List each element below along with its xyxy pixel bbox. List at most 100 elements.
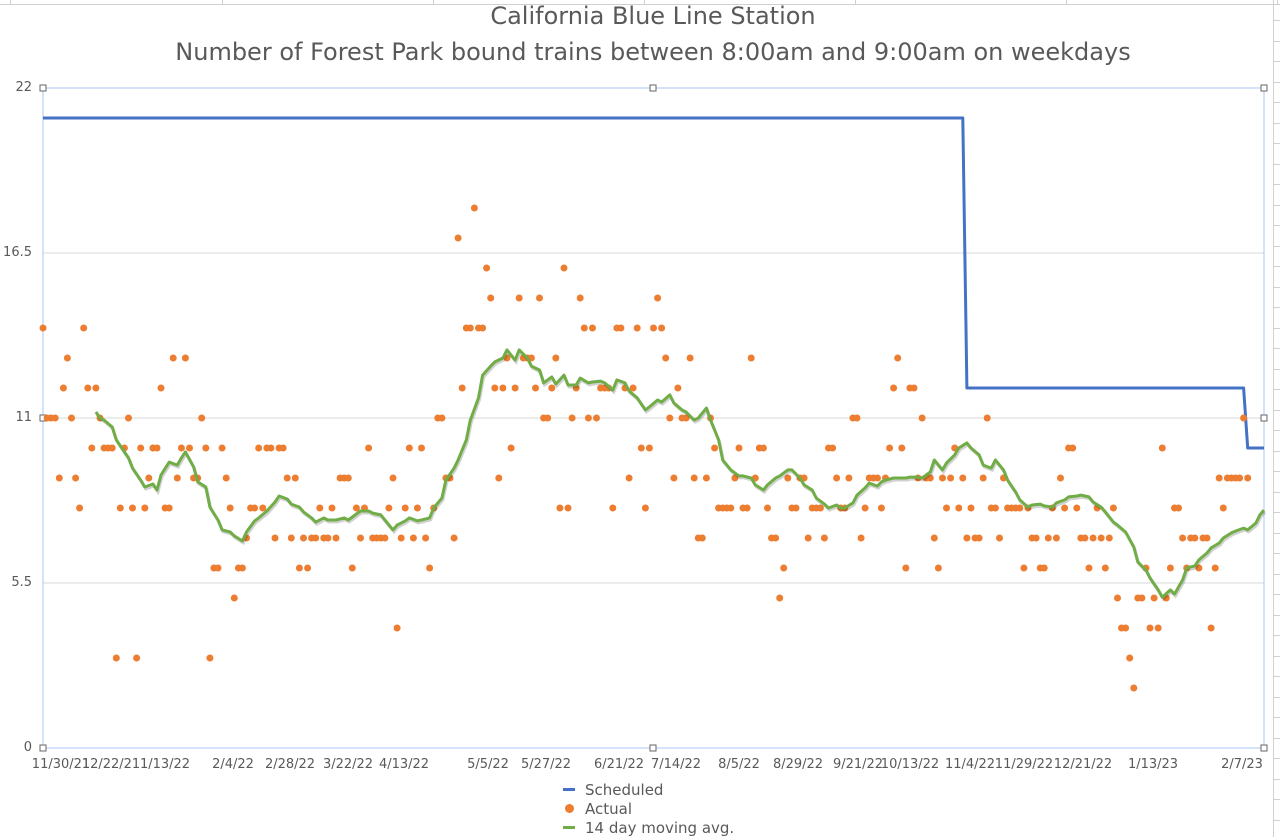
data-point[interactable] — [943, 504, 950, 512]
data-point[interactable] — [1085, 564, 1093, 572]
data-point[interactable] — [682, 414, 690, 422]
data-point[interactable] — [877, 504, 885, 512]
data-point[interactable] — [466, 324, 474, 332]
data-point[interactable] — [959, 474, 967, 482]
data-point[interactable] — [886, 444, 894, 452]
data-point[interactable] — [438, 414, 446, 422]
data-point[interactable] — [495, 474, 503, 482]
data-point[interactable] — [633, 324, 641, 332]
resize-handle[interactable] — [39, 84, 47, 92]
data-point[interactable] — [153, 444, 161, 452]
data-point[interactable] — [743, 504, 751, 512]
data-point[interactable] — [772, 534, 780, 542]
data-point[interactable] — [1166, 564, 1174, 572]
data-point[interactable] — [116, 504, 124, 512]
data-point[interactable] — [348, 564, 356, 572]
data-point[interactable] — [1207, 624, 1215, 632]
data-point[interactable] — [1146, 624, 1154, 632]
data-point[interactable] — [979, 474, 987, 482]
data-point[interactable] — [1175, 504, 1182, 512]
data-point[interactable] — [890, 384, 898, 392]
data-point[interactable] — [222, 474, 230, 482]
data-point[interactable] — [198, 414, 206, 422]
data-point[interactable] — [857, 534, 865, 542]
data-point[interactable] — [654, 294, 662, 302]
data-point[interactable] — [393, 624, 401, 632]
data-point[interactable] — [1081, 534, 1089, 542]
data-point[interactable] — [829, 444, 837, 452]
data-point[interactable] — [853, 414, 861, 422]
data-point[interactable] — [975, 534, 983, 542]
data-point[interactable] — [641, 504, 649, 512]
data-point[interactable] — [564, 504, 572, 512]
data-point[interactable] — [727, 504, 735, 512]
data-point[interactable] — [568, 414, 576, 422]
data-point[interactable] — [560, 264, 568, 272]
data-point[interactable] — [84, 384, 92, 392]
data-point[interactable] — [483, 264, 491, 272]
data-point[interactable] — [1195, 564, 1203, 572]
data-point[interactable] — [1032, 534, 1040, 542]
data-point[interactable] — [1044, 534, 1052, 542]
data-point[interactable] — [576, 294, 584, 302]
data-point[interactable] — [532, 384, 539, 392]
data-point[interactable] — [589, 324, 596, 332]
data-point[interactable] — [72, 474, 80, 482]
data-point[interactable] — [279, 444, 287, 452]
data-point[interactable] — [458, 384, 466, 392]
data-point[interactable] — [145, 474, 153, 482]
data-point[interactable] — [487, 294, 495, 302]
data-point[interactable] — [405, 444, 413, 452]
data-point[interactable] — [344, 474, 352, 482]
data-point[interactable] — [1158, 444, 1166, 452]
data-point[interactable] — [955, 504, 963, 512]
data-point[interactable] — [316, 504, 324, 512]
data-point[interactable] — [1179, 534, 1187, 542]
data-point[interactable] — [764, 504, 771, 512]
data-point[interactable] — [389, 474, 397, 482]
data-point[interactable] — [792, 504, 800, 512]
data-point[interactable] — [637, 444, 645, 452]
data-point[interactable] — [332, 534, 340, 542]
series-line[interactable] — [43, 116, 1264, 450]
data-point[interactable] — [76, 504, 84, 512]
data-point[interactable] — [548, 384, 556, 392]
data-point[interactable] — [206, 654, 214, 662]
data-point[interactable] — [934, 564, 942, 572]
data-point[interactable] — [926, 474, 934, 482]
data-point[interactable] — [674, 384, 682, 392]
data-point[interactable] — [385, 504, 393, 512]
data-point[interactable] — [804, 534, 812, 542]
data-point[interactable] — [1138, 594, 1146, 602]
data-point[interactable] — [230, 594, 238, 602]
data-point[interactable] — [214, 564, 222, 572]
data-point[interactable] — [967, 504, 975, 512]
data-point[interactable] — [202, 444, 210, 452]
data-point[interactable] — [1020, 564, 1028, 572]
data-point[interactable] — [820, 534, 828, 542]
data-point[interactable] — [861, 504, 869, 512]
data-point[interactable] — [133, 654, 141, 662]
data-point[interactable] — [1097, 534, 1105, 542]
data-point[interactable] — [1130, 684, 1138, 692]
data-point[interactable] — [287, 534, 295, 542]
data-point[interactable] — [645, 444, 653, 452]
data-point[interactable] — [552, 354, 560, 362]
data-point[interactable] — [690, 474, 698, 482]
data-point[interactable] — [1203, 534, 1211, 542]
data-point[interactable] — [930, 534, 938, 542]
data-point[interactable] — [352, 504, 360, 512]
data-point[interactable] — [991, 504, 999, 512]
data-point[interactable] — [450, 534, 458, 542]
data-point[interactable] — [1061, 504, 1069, 512]
data-point[interactable] — [63, 354, 71, 362]
data-point[interactable] — [544, 414, 552, 422]
data-point[interactable] — [1101, 564, 1109, 572]
data-point[interactable] — [267, 444, 275, 452]
data-point[interactable] — [629, 384, 637, 392]
data-point[interactable] — [910, 384, 918, 392]
data-point[interactable] — [686, 354, 694, 362]
data-point[interactable] — [300, 534, 307, 542]
data-point[interactable] — [125, 414, 132, 422]
data-point[interactable] — [357, 534, 364, 542]
